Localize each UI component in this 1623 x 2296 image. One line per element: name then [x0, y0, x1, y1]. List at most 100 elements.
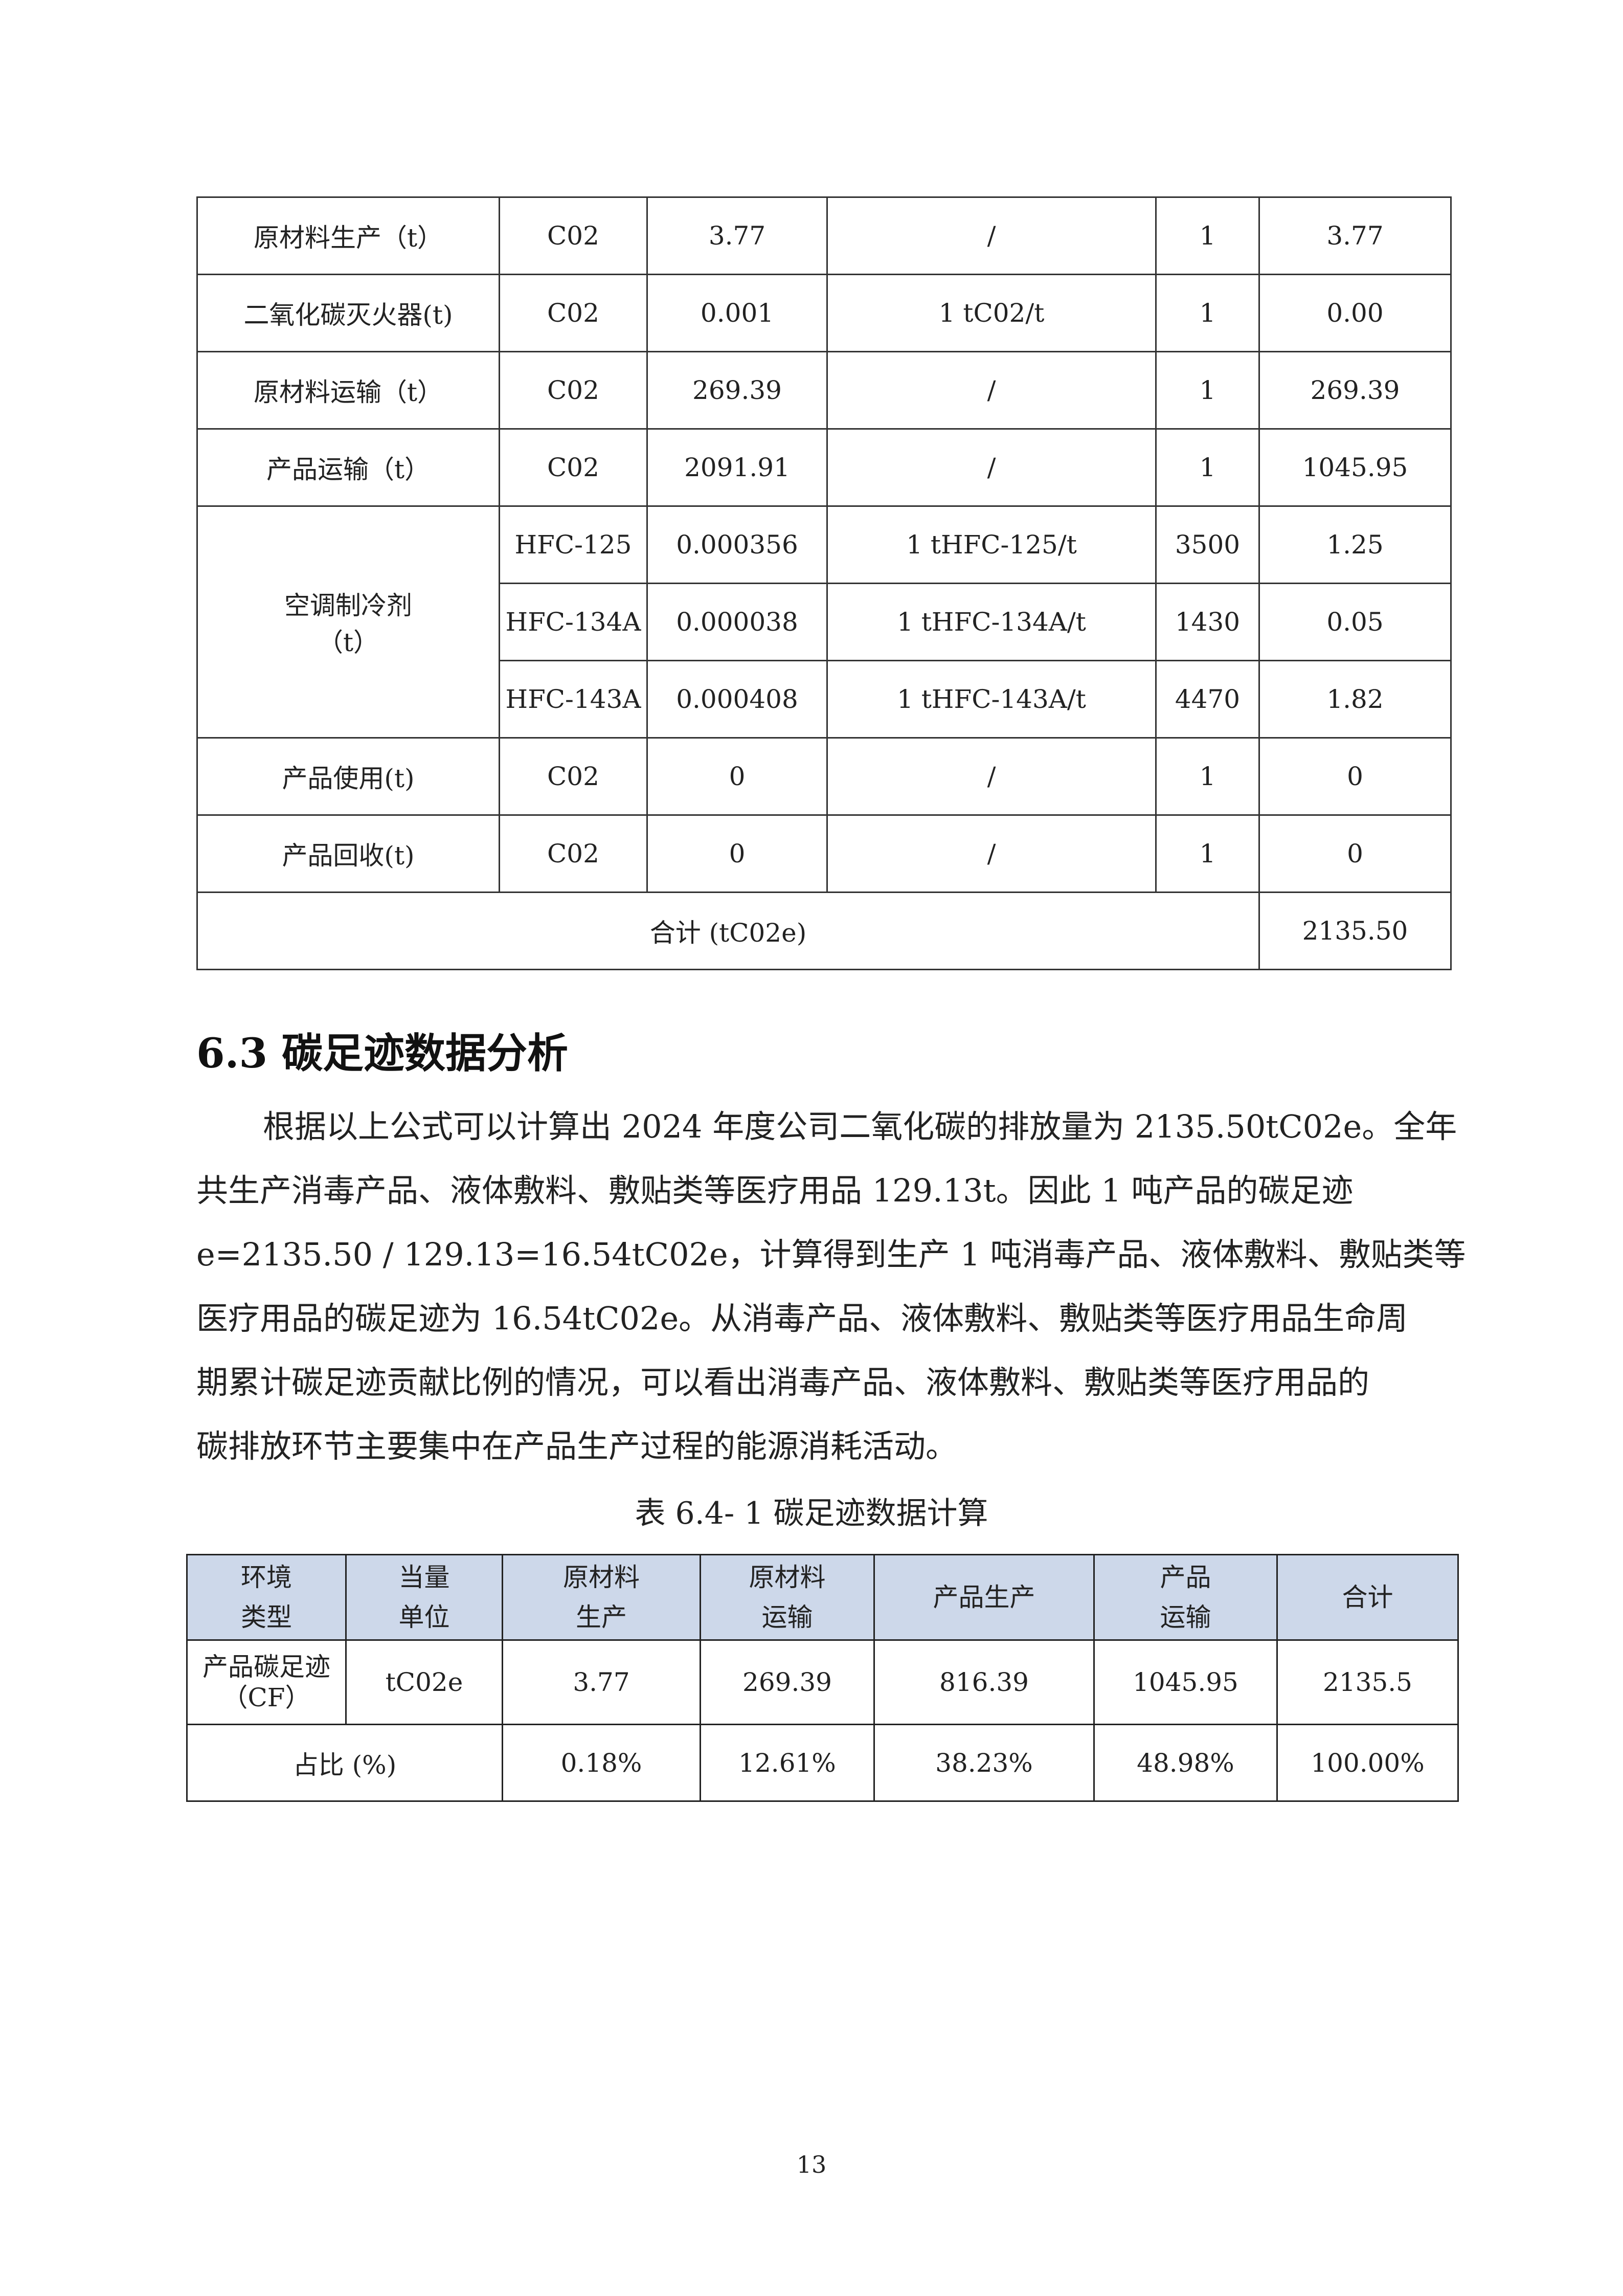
table-cell: 4470 — [1155, 660, 1260, 739]
cell-text: 单位 — [398, 1602, 450, 1632]
table-cell: 产品回收(t) — [196, 814, 500, 893]
table-cell: 38.23% — [873, 1724, 1095, 1802]
cell-text: 运输 — [1160, 1602, 1211, 1632]
paragraph-line: 共生产消毒产品、液体敷料、敷贴类等医疗用品 129.13t。因此 1 吨产品的碳… — [196, 1172, 1354, 1209]
table-cell: 0.000038 — [646, 583, 828, 661]
table-caption: 表 6.4- 1 碳足迹数据计算 — [635, 1496, 988, 1531]
table-cell: 1 — [1155, 274, 1260, 352]
cell-text: （CF） — [222, 1683, 311, 1712]
table-cell: 0 — [646, 814, 828, 893]
table-cell: tC02e — [345, 1639, 503, 1725]
table-cell: 3.77 — [1258, 196, 1452, 275]
table-cell: 产品使用(t) — [196, 737, 500, 816]
table-row: 产品碳足迹 （CF） tC02e 3.77 269.39 816.39 1045.95 213… — [186, 1639, 1459, 1725]
analysis-paragraph: 根据以上公式可以计算出 2024 年度公司二氧化碳的排放量为 2135.50tC… — [196, 1095, 1466, 1478]
cell-text: 产品生产 — [933, 1582, 1035, 1612]
table-cell: 0.05 — [1258, 583, 1452, 661]
table-row: HFC-143A 0.000408 1 tHFC-143A/t 4470 1.82 — [197, 660, 1452, 739]
table-cell: 0.00 — [1258, 274, 1452, 352]
column-header: 产品生产 — [873, 1554, 1095, 1641]
section-heading: 6.3 碳足迹数据分析 — [196, 1029, 569, 1077]
paragraph-line: 碳排放环节主要集中在产品生产过程的能源消耗活动。 — [196, 1428, 958, 1465]
table-row: 占比 (%) 0.18% 12.61% 38.23% 48.98% 100.00% — [186, 1724, 1459, 1802]
cell-text: 原材料 — [749, 1563, 826, 1592]
table-cell: 0.18% — [502, 1724, 701, 1802]
table-cell: 3.77 — [646, 196, 828, 275]
emissions-table: 原材料生产（t） C02 3.77/1 3.77 二氧化碳灭火器(t) C02 0.001 1… — [196, 196, 1452, 970]
table-cell: 269.39 — [1258, 351, 1452, 430]
cell-text: 空调制冷剂 — [284, 591, 412, 620]
table-cell: 100.00% — [1276, 1724, 1459, 1802]
table-cell: C02 — [499, 814, 648, 893]
cell-text: 产品碳足迹 — [202, 1652, 330, 1682]
table-cell: 1 — [1155, 351, 1260, 430]
table-cell: / — [826, 428, 1157, 507]
table-cell: C02 — [499, 351, 648, 430]
table-row: HFC-134A 0.000038 1 tHFC-134A/t 1430 0.05 — [197, 583, 1452, 661]
total-value: 2135.50 — [1258, 891, 1452, 970]
table-cell: 原材料生产（t） — [196, 196, 500, 275]
table-cell: 原材料运输（t） — [196, 351, 500, 430]
table-cell: 1 — [1155, 737, 1260, 816]
table-cell: 1.25 — [1258, 505, 1452, 584]
column-header: 合计 — [1276, 1554, 1459, 1641]
table-cell: 1 tC02/t — [826, 274, 1157, 352]
cell-text: 生产 — [576, 1602, 627, 1632]
table-cell: 1 — [1155, 428, 1260, 507]
total-label: 合计 (tC02e) — [196, 891, 1260, 970]
paragraph-line: 根据以上公式可以计算出 2024 年度公司二氧化碳的排放量为 2135.50tC… — [263, 1108, 1457, 1145]
table-cell: HFC-125 — [499, 505, 648, 584]
paragraph-line: 期累计碳足迹贡献比例的情况，可以看出消毒产品、液体敷料、敷贴类等医疗用品的 — [196, 1364, 1370, 1401]
table-row: 原材料生产（t） C02 3.77/1 3.77 — [196, 196, 1452, 275]
cell-text: 产品 — [1160, 1563, 1211, 1592]
cell-text: 环境 — [241, 1563, 292, 1592]
table-cell: 产品运输（t） — [196, 428, 500, 507]
table-cell: 1045.95 — [1258, 428, 1452, 507]
table-cell: 3500 — [1155, 505, 1260, 584]
column-header: 环境 类型 — [186, 1554, 347, 1641]
table-cell: / — [826, 196, 1157, 275]
row-header: 产品碳足迹 （CF） — [186, 1639, 347, 1725]
cell-text: 合计 — [1342, 1582, 1393, 1612]
cell-text: 原材料 — [563, 1563, 640, 1592]
table-row: 环境 类型 当量 单位 原材料生产 原材料运输 产品生产 产品运输 合计 — [186, 1554, 1459, 1641]
table-cell: 0 — [1258, 737, 1452, 816]
cell-text: （t） — [317, 628, 379, 657]
table-cell: HFC-143A — [499, 660, 648, 739]
table-cell: 1 — [1155, 814, 1260, 893]
paragraph-line: e=2135.50 / 129.13=16.54tC02e，计算得到生产 1 吨… — [196, 1236, 1466, 1273]
table-cell: C02 — [499, 428, 648, 507]
table-cell: / — [826, 737, 1157, 816]
cell-text: 运输 — [761, 1602, 813, 1632]
table-cell: / — [826, 351, 1157, 430]
table-cell: 0.000408 — [646, 660, 828, 739]
table-cell: / — [826, 814, 1157, 893]
table-cell: C02 — [499, 196, 648, 275]
carbon-footprint-table: 环境 类型 当量 单位 原材料 生产 原材料 运输 产品生产 产品 运输 合计 产品碳足迹 （CF） tC0… — [186, 1554, 1459, 1802]
table-row: 原材料运输（t） C02 269.39/1 269.39 — [196, 351, 1452, 430]
table-cell: 48.98% — [1093, 1724, 1278, 1802]
table-cell: 二氧化碳灭火器(t) — [196, 274, 500, 352]
table-row: 合计 (tC02e) 2135.50 — [196, 891, 1452, 970]
table-cell: 0 — [646, 737, 828, 816]
page-number: 13 — [796, 2151, 827, 2178]
table-cell: 1045.95 — [1093, 1639, 1278, 1725]
table-row: 二氧化碳灭火器(t) C02 0.001 1 tC02/t 1 0.00 — [196, 274, 1452, 352]
table-cell: 0.001 — [646, 274, 828, 352]
table-cell: 1 tHFC-134A/t — [826, 583, 1157, 661]
paragraph-line: 医疗用品的碳足迹为 16.54tC02e。从消毒产品、液体敷料、敷贴类等医疗用品… — [196, 1300, 1408, 1337]
table-cell: 269.39 — [700, 1639, 875, 1725]
column-header: 产品 运输 — [1093, 1554, 1278, 1641]
table-cell: HFC-134A — [499, 583, 648, 661]
table-row: 空调制冷剂 （t） HFC-125 0.000356 1 tHFC-125/t 3500 1… — [196, 505, 1452, 739]
refrigerant-label: 空调制冷剂 （t） — [196, 505, 500, 739]
table-cell: C02 — [499, 274, 648, 352]
column-header: 当量 单位 — [345, 1554, 503, 1641]
table-row: 产品使用(t) C02 0/1 0 — [196, 737, 1452, 816]
column-header: 原材料 运输 — [700, 1554, 875, 1641]
table-cell: 0.000356 — [646, 505, 828, 584]
table-cell: 2135.5 — [1276, 1639, 1459, 1725]
table-cell: 269.39 — [646, 351, 828, 430]
table-row: 产品回收(t) C02 0/1 0 — [196, 814, 1452, 893]
table-cell: C02 — [499, 737, 648, 816]
